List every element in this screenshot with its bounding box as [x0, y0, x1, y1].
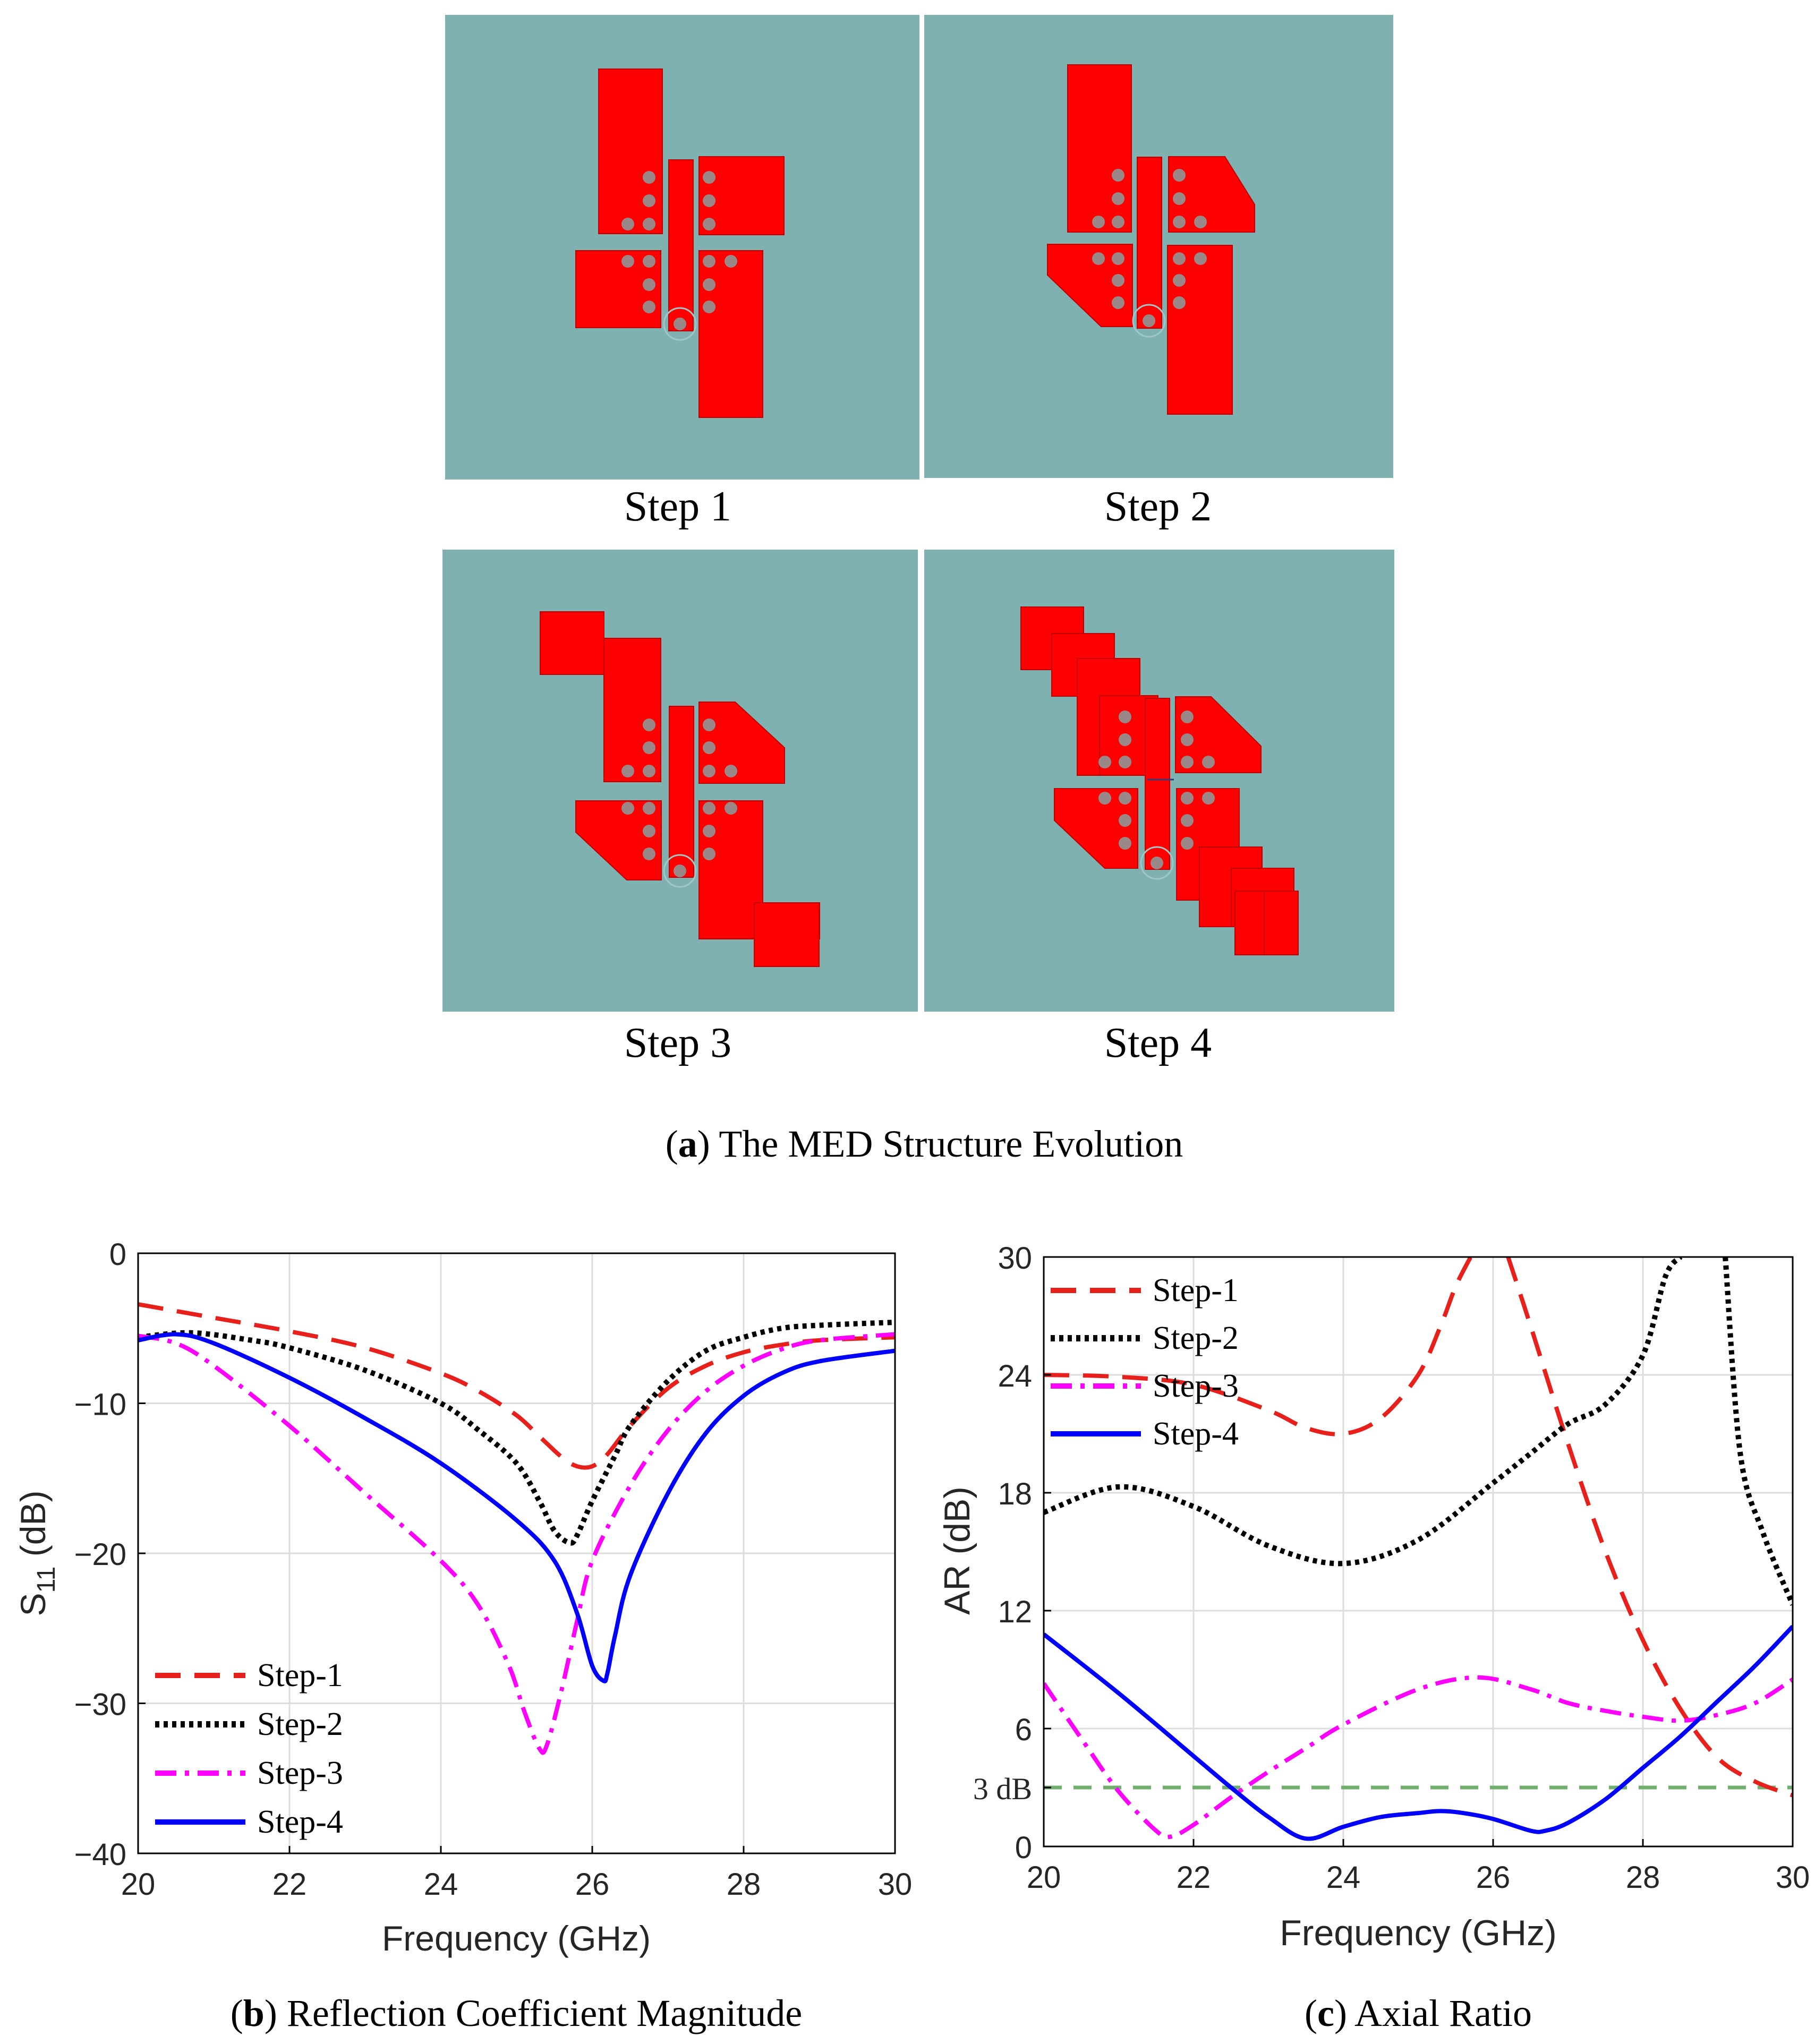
caption-c-letter: c: [1317, 1992, 1334, 2034]
y-tick-label: −10: [74, 1388, 126, 1422]
caption-a: (a) The MED Structure Evolution: [666, 1123, 1183, 1165]
series-line-step-1: [1506, 1257, 1793, 1798]
step-3-label: Step 3: [624, 1020, 731, 1066]
legend-label-step-3: Step-3: [257, 1755, 343, 1791]
caption-c-text: Axial Ratio: [1347, 1992, 1532, 2034]
step-1-drawing: [445, 15, 919, 480]
x-tick-label: 20: [121, 1867, 156, 1902]
step-4-drawing: [924, 550, 1394, 1012]
ar-legend: Step-1 Step-2 Step-3 Step-4: [1051, 1272, 1239, 1452]
s11-curves: [138, 1302, 895, 1755]
s11-legend: Step-1 Step-2 Step-3 Step-4: [155, 1657, 343, 1840]
caption-b-text: Reflection Coefficient Magnitude: [277, 1992, 802, 2034]
step-1-label: Step 1: [624, 483, 731, 530]
legend-label-step-2: Step-2: [1153, 1320, 1239, 1356]
ar-y-axis-label: AR (dB): [937, 1486, 977, 1615]
vias: [621, 171, 737, 330]
vias: [621, 719, 737, 877]
legend-label-step-1: Step-1: [257, 1657, 343, 1694]
y-tick-label: 6: [1015, 1713, 1032, 1747]
y-tick-label: 0: [1015, 1831, 1032, 1865]
s11-y-label-main: S: [13, 1593, 53, 1616]
x-tick-label: 20: [1027, 1860, 1061, 1895]
legend-label-step-4: Step-4: [257, 1804, 343, 1840]
s11-x-axis-label: Frequency (GHz): [382, 1919, 651, 1958]
x-tick-label: 22: [272, 1867, 307, 1902]
caption-b-letter: b: [243, 1992, 265, 2034]
caption-a-text: The MED Structure Evolution: [710, 1123, 1183, 1165]
legend-label-step-1: Step-1: [1153, 1272, 1239, 1308]
y-tick-label: −40: [74, 1837, 126, 1872]
y-tick-label: 24: [998, 1359, 1032, 1393]
series-line-step-2: [1723, 1257, 1793, 1606]
series-line-step-4: [138, 1332, 895, 1683]
y-tick-label: 0: [109, 1237, 126, 1272]
x-tick-label: 30: [878, 1867, 913, 1902]
legend-label-step-2: Step-2: [257, 1706, 343, 1742]
step-4-label: Step 4: [1104, 1020, 1212, 1066]
panel-a: Step 1 Step 2 Step 3 Step 4 (a) The MED …: [442, 15, 1394, 1165]
caption-a-letter: a: [678, 1123, 697, 1165]
x-tick-label: 28: [1626, 1860, 1660, 1895]
y-tick-label: −30: [74, 1688, 126, 1722]
vias: [1092, 169, 1207, 327]
legend-label-step-4: Step-4: [1153, 1416, 1239, 1452]
y-tick-label: 12: [998, 1595, 1032, 1629]
step-2-drawing: [924, 15, 1393, 478]
series-line-step-4: [1044, 1624, 1793, 1841]
patch: [1020, 606, 1299, 955]
y-tick-label: −20: [74, 1537, 126, 1572]
ar-curves: [1044, 1257, 1793, 1841]
panel-b: 20 22 24 26 28 30 −40 −30 −20 −10 0 Frequency (GHz…: [13, 1237, 912, 1958]
x-tick-label: 26: [1476, 1860, 1511, 1895]
y-tick-label: 3 dB: [973, 1772, 1032, 1806]
series-line-step-2: [138, 1319, 895, 1546]
x-tick-label: 30: [1776, 1860, 1810, 1895]
series-line-step-2: [1044, 1257, 1683, 1567]
s11-y-axis-label: S11 (dB): [13, 1491, 61, 1617]
caption-c: (c) Axial Ratio: [1305, 1992, 1532, 2034]
legend-label-step-3: Step-3: [1153, 1368, 1239, 1404]
x-tick-label: 22: [1177, 1860, 1211, 1895]
panel-c: 20 22 24 26 28 30 0 3 dB 6 12 18 24 30 Frequency (GH…: [925, 1235, 1815, 1975]
x-tick-label: 26: [575, 1867, 610, 1902]
step-3-drawing: [442, 550, 918, 1012]
x-tick-label: 24: [1326, 1860, 1361, 1895]
series-line-step-1: [1044, 1257, 1473, 1436]
patch: [1047, 64, 1255, 415]
patch: [540, 611, 820, 967]
s11-y-label-unit: (dB): [13, 1491, 53, 1567]
y-tick-label: 30: [998, 1241, 1032, 1276]
x-tick-label: 28: [727, 1867, 761, 1902]
series-line-step-1: [138, 1302, 895, 1470]
vias: [1098, 711, 1215, 869]
ar-ticks: 20 22 24 26 28 30 0 3 dB 6 12 18 24 30: [973, 1241, 1810, 1895]
ar-x-axis-label: Frequency (GHz): [1280, 1913, 1556, 1953]
series-line-step-3: [1044, 1675, 1793, 1840]
series-line-step-3: [138, 1332, 895, 1755]
y-tick-label: 18: [998, 1477, 1032, 1511]
step-2-label: Step 2: [1104, 483, 1212, 530]
s11-y-label-sub: 11: [32, 1567, 61, 1593]
x-tick-label: 24: [424, 1867, 458, 1902]
s11-ticks: 20 22 24 26 28 30 −40 −30 −20 −10 0: [74, 1237, 913, 1902]
caption-b: (b) Reflection Coefficient Magnitude: [231, 1992, 802, 2034]
